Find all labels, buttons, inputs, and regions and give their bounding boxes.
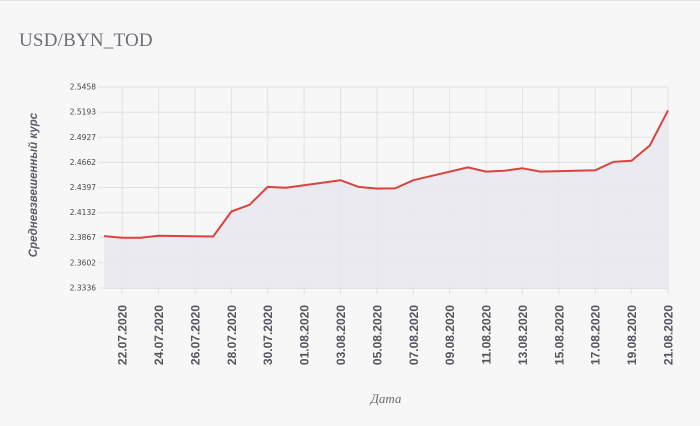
y-tick-label: 2.3867: [70, 233, 96, 242]
x-tick-label: 21.08.2020: [662, 305, 676, 365]
x-tick-label: 19.08.2020: [625, 305, 639, 365]
y-tick-label: 2.3602: [70, 258, 96, 267]
x-tick-label: 13.08.2020: [516, 305, 530, 365]
x-tick-label: 15.08.2020: [552, 305, 566, 365]
x-tick-label: 05.08.2020: [370, 305, 384, 365]
y-tick-labels: 2.5458 2.5193 2.4927 2.4662 2.4397 2.4132 2.38…: [70, 83, 96, 293]
x-tick-label: 30.07.2020: [261, 305, 275, 365]
y-tick-label: 2.3336: [70, 284, 96, 293]
area-fill: [104, 110, 668, 289]
x-tick-label: 17.08.2020: [589, 305, 603, 365]
x-tick-label: 22.07.2020: [116, 305, 130, 365]
y-tick-label: 2.4927: [70, 133, 96, 142]
x-tick-label: 01.08.2020: [298, 305, 312, 365]
x-tick-label: 26.07.2020: [188, 305, 202, 365]
series-line: [103, 109, 669, 239]
x-tick-label: 03.08.2020: [334, 305, 348, 365]
x-tick-labels: 22.07.2020 24.07.2020 26.07.2020 28.07.2020…: [116, 305, 676, 365]
y-tick-label: 2.5193: [70, 108, 96, 117]
x-tick-label: 24.07.2020: [152, 305, 166, 365]
y-tick-label: 2.4662: [70, 158, 96, 167]
x-tick-label: 09.08.2020: [443, 305, 457, 365]
y-tick-label: 2.4132: [70, 208, 96, 217]
y-tick-label: 2.4397: [70, 183, 96, 192]
x-tick-label: 07.08.2020: [407, 305, 421, 365]
y-tick-label: 2.5458: [70, 83, 96, 92]
x-tick-label: 11.08.2020: [480, 305, 494, 365]
chart-title: USD/BYN_TOD: [19, 30, 153, 51]
x-axis-label: Дата: [369, 391, 402, 406]
x-tick-label: 28.07.2020: [225, 305, 239, 365]
y-axis-label: Средневзвешенный курс: [28, 112, 40, 257]
